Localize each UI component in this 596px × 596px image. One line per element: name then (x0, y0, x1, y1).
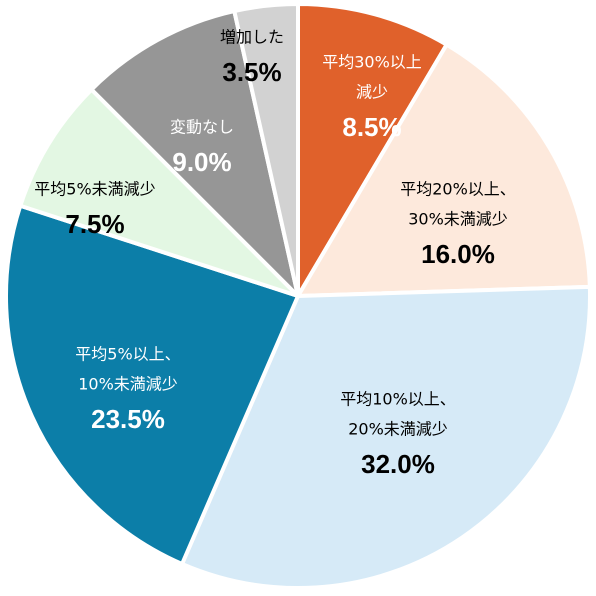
slice-value-6: 9.0% (172, 147, 231, 177)
slice-value-7: 3.5% (222, 57, 281, 87)
slice-label-4-line-2: 10%未満減少 (78, 375, 178, 394)
pie-slice-4 (4, 203, 300, 566)
slice-label-7-line-1: 増加した (220, 28, 284, 47)
pie-slice-2 (296, 42, 592, 298)
pie-slices (4, 2, 592, 590)
pie-slice-7 (232, 2, 300, 298)
slice-value-1: 8.5% (342, 112, 401, 142)
slice-label-2-line-1: 平均20%以上、 (400, 180, 516, 199)
slice-value-3: 32.0% (361, 449, 435, 479)
pie-slice-1 (296, 2, 449, 298)
pie-slice-6 (89, 9, 300, 298)
slice-label-1-line-2: 減少 (356, 83, 388, 102)
slice-label-4-line-1: 平均5%以上、 (75, 345, 180, 364)
slice-value-4: 23.5% (91, 404, 165, 434)
slice-label-1-line-1: 平均30%以上 (322, 53, 422, 72)
slice-label-5-line-1: 平均5%未満減少 (34, 180, 155, 199)
slice-label-6-line-1: 変動なし (170, 118, 234, 137)
pie-slice-3 (180, 284, 592, 590)
slice-label-2-line-2: 30%未満減少 (408, 210, 508, 229)
slice-label-3-line-2: 20%未満減少 (348, 420, 448, 439)
slice-value-2: 16.0% (421, 239, 495, 269)
slice-value-5: 7.5% (65, 209, 124, 239)
slice-label-3-line-1: 平均10%以上、 (340, 390, 456, 409)
pie-slice-5 (18, 87, 300, 298)
